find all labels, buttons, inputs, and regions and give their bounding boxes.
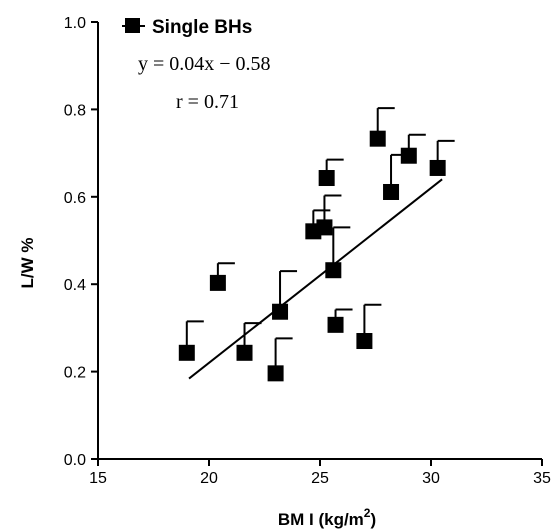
y-tick-label: 0.6 [64, 190, 86, 207]
x-tick-label: 35 [533, 470, 551, 487]
x-axis-title: BM I (kg/m2) [278, 506, 376, 529]
legend-marker-icon [125, 18, 140, 33]
y-tick-label: 1.0 [64, 15, 86, 32]
y-tick-label: 0.4 [64, 277, 86, 294]
data-point [325, 262, 342, 279]
data-point [400, 147, 417, 164]
x-tick-label: 15 [89, 470, 107, 487]
y-ticks: 0.0 0.2 0.4 0.6 0.8 1.0 [64, 15, 98, 469]
legend-label: Single BHs [152, 17, 252, 38]
y-tick-label: 0.2 [64, 365, 86, 382]
y-tick-label: 0.8 [64, 102, 86, 119]
y-axis-title: L/W % [18, 238, 37, 289]
legend: Single BHs [122, 17, 252, 38]
x-tick-label: 30 [422, 470, 440, 487]
data-point [267, 365, 284, 382]
data-point [318, 170, 335, 187]
data-point [316, 219, 333, 236]
data-point [209, 274, 226, 291]
data-point [429, 159, 446, 176]
trendline-group [188, 178, 443, 380]
axes [97, 22, 542, 460]
data-points [178, 130, 446, 382]
data-point [356, 333, 373, 350]
data-point [236, 344, 253, 361]
trendline [188, 178, 443, 380]
y-tick-label: 0.0 [64, 452, 86, 469]
data-point [327, 316, 344, 333]
data-point [369, 130, 386, 147]
data-point [383, 183, 400, 200]
data-point [178, 344, 195, 361]
regression-equation: y = 0.04x − 0.58 [138, 53, 271, 75]
x-tick-label: 25 [311, 470, 329, 487]
x-ticks: 15 20 25 30 35 [89, 459, 551, 487]
correlation-coefficient: r = 0.71 [176, 91, 239, 113]
x-tick-label: 20 [200, 470, 218, 487]
data-point [272, 303, 289, 320]
